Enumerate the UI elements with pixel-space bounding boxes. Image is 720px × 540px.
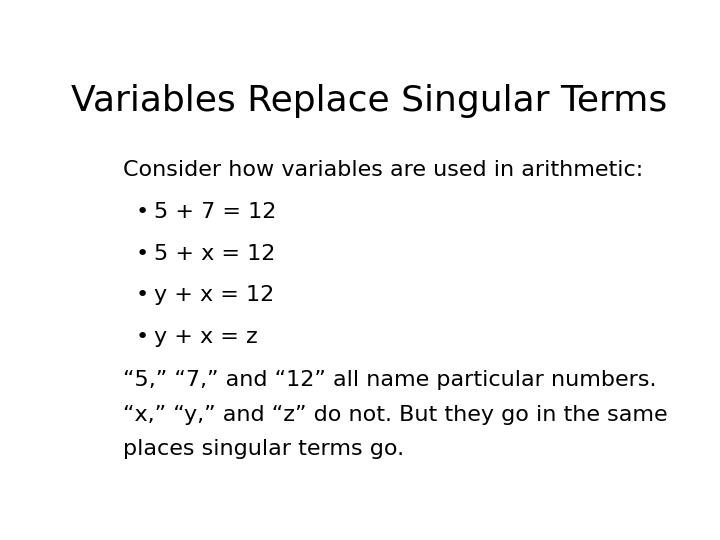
Text: 5 + 7 = 12: 5 + 7 = 12: [154, 202, 276, 222]
Text: •: •: [135, 327, 148, 347]
Text: y + x = 12: y + x = 12: [154, 285, 274, 305]
Text: places singular terms go.: places singular terms go.: [124, 440, 405, 460]
Text: Variables Replace Singular Terms: Variables Replace Singular Terms: [71, 84, 667, 118]
Text: Consider how variables are used in arithmetic:: Consider how variables are used in arith…: [124, 160, 644, 180]
Text: •: •: [135, 202, 148, 222]
Text: •: •: [135, 285, 148, 305]
Text: “5,” “7,” and “12” all name particular numbers.: “5,” “7,” and “12” all name particular n…: [124, 370, 657, 390]
Text: 5 + x = 12: 5 + x = 12: [154, 244, 276, 264]
Text: •: •: [135, 244, 148, 264]
Text: “x,” “y,” and “z” do not. But they go in the same: “x,” “y,” and “z” do not. But they go in…: [124, 405, 668, 425]
Text: y + x = z: y + x = z: [154, 327, 258, 347]
